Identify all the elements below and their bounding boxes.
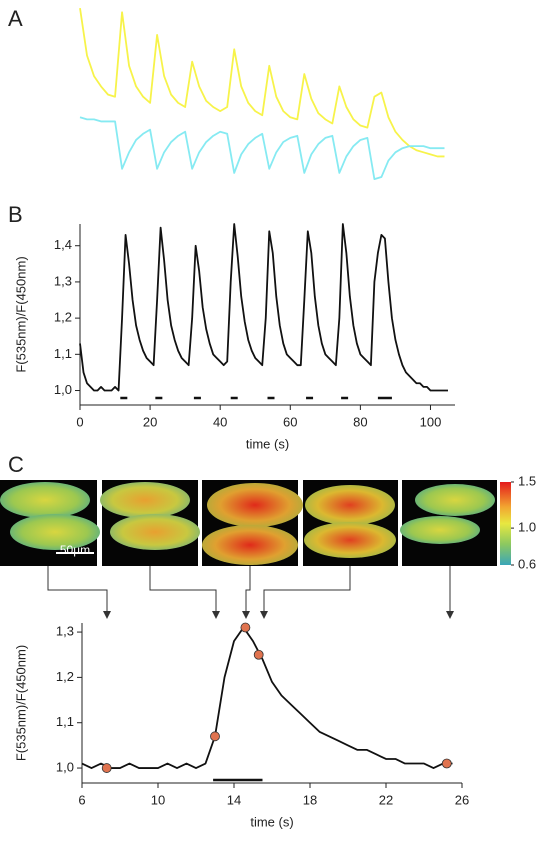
cell [304,522,396,558]
data-line [79,223,448,392]
panel-label: A [8,6,23,31]
data-line [79,116,445,180]
x-tick-label: 0 [76,414,83,429]
data-point [253,649,264,660]
panel-label: C [8,452,24,477]
x-tick-label: 80 [353,414,367,429]
colorbar-tick-label: 1.0 [518,520,536,535]
x-tick-label: 6 [78,792,85,807]
x-tick-label: 14 [227,792,241,807]
cell [0,482,90,518]
arrowhead [212,611,220,619]
arrowheads [103,611,454,619]
scale-bar-label: 50µm [60,543,90,557]
cell [202,525,298,565]
cell [415,484,495,516]
cell-images: 50µm [0,480,511,566]
cell [100,482,190,518]
data-point [441,758,452,769]
x-tick-label: 26 [455,792,469,807]
y-axis-label: F(535nm)/F(450nm) [13,256,28,372]
cell [400,516,480,544]
data-point [101,763,112,773]
cell [305,485,395,525]
x-tick-label: 18 [303,792,317,807]
arrowhead [446,611,454,619]
arrowhead [260,611,268,619]
arrow [263,566,351,612]
x-axis-label: time (s) [246,436,289,451]
colorbar [500,482,511,565]
data-line [79,7,445,158]
x-axis-label: time (s) [250,814,293,829]
arrow [47,566,108,612]
y-tick-label: 1,1 [56,714,74,729]
x-tick-label: 100 [420,414,442,429]
arrow [149,566,217,612]
x-tick-label: 10 [151,792,165,807]
panel-label: B [8,202,23,227]
data-point [240,622,251,633]
y-tick-label: 1,4 [54,237,72,252]
y-tick-label: 1,0 [56,759,74,774]
y-tick-label: 1,1 [54,346,72,361]
y-tick-label: 1,3 [54,273,72,288]
x-tick-label: 60 [283,414,297,429]
cell [207,483,303,527]
x-tick-label: 20 [143,414,157,429]
data-point [210,731,220,742]
y-tick-label: 1,2 [54,310,72,325]
arrows [47,566,451,612]
cell [10,514,100,550]
y-tick-label: 1,0 [54,382,72,397]
y-tick-label: 1,2 [56,669,74,684]
arrowhead [103,611,111,619]
data-line [81,626,453,769]
arrowhead [242,611,250,619]
y-tick-label: 1,3 [56,624,74,639]
arrow [245,566,251,612]
x-tick-label: 40 [213,414,227,429]
y-axis-label: F(535nm)/F(450nm) [13,645,28,761]
x-tick-label: 22 [379,792,393,807]
cell [110,514,200,550]
colorbar-tick-label: 1.5 [518,473,536,488]
colorbar-tick-label: 0.6 [518,556,536,571]
